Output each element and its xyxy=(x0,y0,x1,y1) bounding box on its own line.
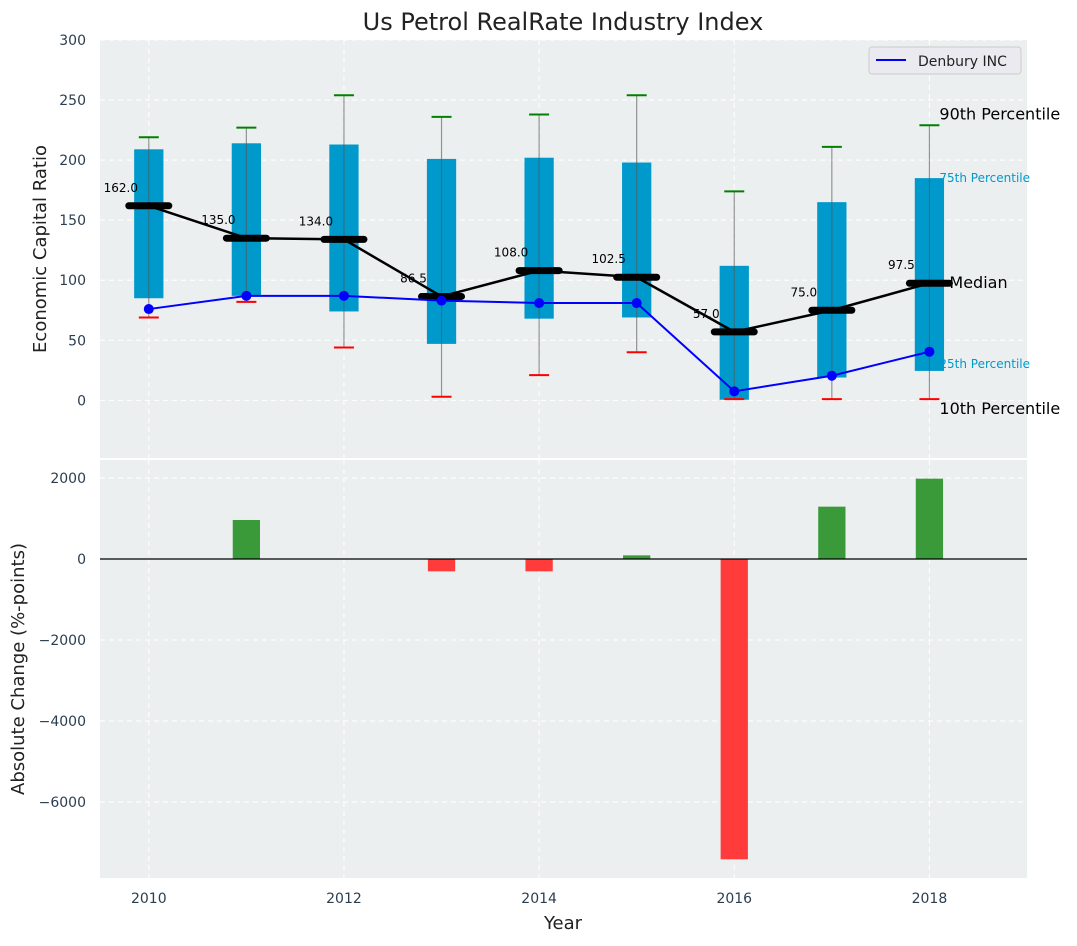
change-bar xyxy=(427,558,456,572)
change-bar xyxy=(720,558,748,860)
top-plot: 0 50 100 150 200 250 300 162.0 135.0 134.0 86.5 108… xyxy=(59,33,1060,458)
x-tick-label: 2016 xyxy=(716,891,752,907)
y-tick-label: 0 xyxy=(77,552,86,568)
denbury-point xyxy=(826,370,837,381)
median-label: 102.5 xyxy=(592,252,626,266)
annotation-75th: 75th Percentile xyxy=(939,171,1030,185)
y-tick-label: 0 xyxy=(77,393,86,409)
denbury-point xyxy=(241,290,252,301)
y-tick-label: −6000 xyxy=(39,795,86,811)
x-tick-label: 2014 xyxy=(521,891,557,907)
y-tick-label: 200 xyxy=(59,153,86,169)
legend-label: Denbury INC xyxy=(918,54,1007,70)
median-label: 135.0 xyxy=(201,213,235,227)
top-y-axis-label: Economic Capital Ratio xyxy=(30,145,51,353)
median-label: 75.0 xyxy=(790,285,817,299)
y-tick-label: 150 xyxy=(59,213,86,229)
y-tick-label: −2000 xyxy=(39,633,86,649)
median-label: 97.5 xyxy=(888,258,915,272)
x-axis-label: Year xyxy=(543,913,583,934)
denbury-point xyxy=(338,290,349,301)
y-tick-label: 300 xyxy=(59,33,86,49)
annotation-90th: 90th Percentile xyxy=(939,104,1060,123)
median-label: 134.0 xyxy=(299,214,333,228)
denbury-point xyxy=(436,295,447,306)
bottom-plot: 2000 0 −2000 −4000 −6000 2010 2012 2014 2016 2018 xyxy=(39,460,1027,907)
x-tick-label: 2010 xyxy=(131,891,167,907)
change-bar xyxy=(623,555,651,559)
denbury-point xyxy=(631,298,642,309)
annotation-median: Median xyxy=(949,273,1007,292)
legend: Denbury INC xyxy=(868,46,1022,75)
median-label: 57.0 xyxy=(693,307,720,321)
y-tick-label: 250 xyxy=(59,93,86,109)
denbury-point xyxy=(924,346,935,357)
change-bar xyxy=(818,506,846,559)
change-bar xyxy=(915,478,944,559)
x-tick-label: 2012 xyxy=(326,891,362,907)
annotation-25th: 25th Percentile xyxy=(939,357,1030,371)
y-tick-label: −4000 xyxy=(39,714,86,730)
median-label: 108.0 xyxy=(494,246,528,260)
change-bar xyxy=(525,558,553,572)
median-label: 86.5 xyxy=(400,271,427,285)
y-tick-label: 50 xyxy=(68,333,86,349)
denbury-point xyxy=(143,304,154,315)
chart-title: Us Petrol RealRate Industry Index xyxy=(363,8,764,36)
denbury-point xyxy=(729,386,740,397)
bottom-y-axis-label: Absolute Change (%-points) xyxy=(8,543,29,795)
denbury-point xyxy=(534,298,545,309)
y-tick-label: 100 xyxy=(59,273,86,289)
x-tick-label: 2018 xyxy=(912,891,948,907)
change-bar xyxy=(232,519,261,559)
y-tick-label: 2000 xyxy=(50,471,86,487)
annotation-10th: 10th Percentile xyxy=(939,399,1060,418)
median-label: 162.0 xyxy=(104,181,138,195)
